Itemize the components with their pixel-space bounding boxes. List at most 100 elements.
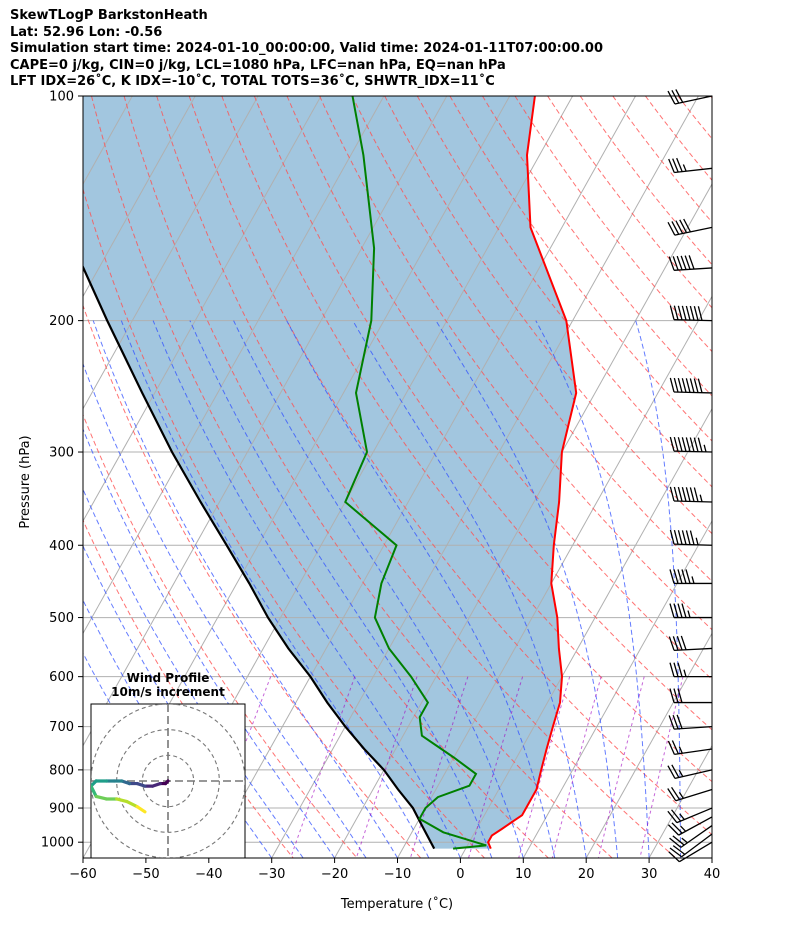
mixing-ratio-line: [290, 676, 356, 858]
dry-adiabat: [612, 96, 712, 223]
barb-half-feather: [683, 669, 687, 677]
barb-feather: [693, 487, 699, 502]
wind-barb: [668, 635, 713, 651]
y-tick-label: 200: [49, 314, 74, 329]
moist-adiabat: [92, 320, 398, 858]
barb-feather: [685, 378, 691, 393]
inset-subtitle: 10m/s increment: [111, 685, 225, 699]
barb-feather: [671, 221, 680, 235]
barb-feather: [681, 569, 687, 584]
barb-half-feather: [678, 791, 684, 799]
barb-feather: [671, 809, 682, 822]
barb-feather: [681, 603, 687, 618]
barb-feather: [677, 662, 683, 677]
barb-feather: [693, 306, 699, 321]
wind-barb: [667, 764, 713, 780]
barb-half-feather: [681, 837, 688, 844]
barb-feather: [668, 158, 675, 173]
wind-barb: [668, 255, 713, 271]
wind-barb: [669, 603, 712, 619]
barb-feather: [671, 740, 679, 755]
barb-feather: [667, 221, 676, 236]
barb-feather: [668, 851, 680, 863]
dry-adiabat: [91, 96, 549, 858]
barb-feather: [667, 90, 676, 105]
barb-feather: [672, 636, 679, 651]
barb-shaft: [681, 833, 713, 858]
barb-feather: [669, 377, 675, 393]
barb-feather: [669, 436, 675, 452]
dry-adiabat: [83, 187, 485, 858]
barb-feather: [671, 764, 680, 778]
barb-feather: [684, 255, 691, 270]
moist-adiabat: [83, 362, 367, 858]
axes: −60 −50 −40 −30 −20 −10 0 10 20 30 40 100 200 300 400 5…: [41, 90, 720, 883]
barb-feather: [669, 688, 675, 703]
y-tick-label: 400: [49, 539, 74, 554]
barb-shaft: [674, 267, 713, 271]
moist-adiabat: [286, 320, 556, 858]
barb-feather: [677, 603, 683, 618]
hodograph-segment: [91, 784, 98, 799]
barb-feather: [685, 305, 691, 321]
barb-feather: [669, 569, 675, 584]
barb-feather: [677, 530, 683, 545]
y-tick-label: 700: [49, 720, 74, 735]
moist-adiabat: [83, 427, 336, 858]
barb-feather: [677, 688, 683, 703]
isotherm--30: [271, 96, 699, 858]
barb-shaft: [673, 500, 713, 503]
barb-feather: [669, 603, 675, 618]
stability-indices-2: LFT IDX=26˚C, K IDX=-10˚C, TOTAL TOTS=36…: [10, 74, 495, 89]
isotherm-0: [459, 407, 712, 858]
stability-indices-1: CAPE=0 j/kg, CIN=0 j/kg, LCL=1080 hPa, L…: [10, 57, 506, 73]
barb-shaft: [676, 807, 713, 824]
wind-barb: [669, 486, 713, 503]
barb-feather: [668, 636, 675, 651]
barb-feather: [677, 305, 683, 321]
barb-shaft: [673, 391, 713, 394]
chart-title-block: SkewTLogP BarkstonHeath Lat: 52.96 Lon: …: [10, 8, 603, 91]
wind-barb: [668, 841, 713, 863]
x-tick-label: −40: [195, 867, 222, 882]
barb-feather: [680, 635, 687, 650]
dry-adiabat: [286, 96, 712, 680]
mixing-ratio-line: [551, 676, 602, 858]
barb-shaft: [680, 825, 713, 848]
simulation-times: Simulation start time: 2024-01-10_00:00:…: [10, 41, 603, 56]
isotherm-40: [711, 856, 712, 858]
wind-barb: [669, 662, 712, 678]
barb-feather: [688, 255, 695, 270]
barb-feather: [673, 436, 679, 452]
barb-feather: [689, 305, 695, 321]
barb-shaft: [674, 167, 713, 174]
barb-feather: [667, 824, 680, 836]
isotherm--130: [0, 96, 69, 858]
wind-barb: [667, 786, 713, 802]
barb-feather: [673, 688, 679, 703]
dry-adiabat: [351, 96, 712, 582]
x-tick-label: 10: [515, 867, 532, 882]
barb-feather: [677, 377, 683, 393]
moist-adiabat: [352, 320, 587, 858]
barb-feather: [669, 486, 675, 502]
inset-clip-group: [91, 704, 245, 858]
barb-shaft: [674, 226, 713, 236]
barb-feather: [673, 662, 679, 677]
moist-adiabat: [233, 320, 524, 858]
wind-barb: [667, 740, 713, 755]
dry-adiabat: [188, 96, 712, 836]
barb-half-feather: [703, 444, 707, 453]
barb-feather: [681, 305, 687, 321]
wind-barb: [669, 529, 713, 546]
barb-feather: [689, 530, 695, 545]
barb-feather: [689, 378, 695, 393]
x-tick-label: 0: [456, 867, 464, 882]
y-tick-label: 100: [49, 90, 74, 105]
barb-shaft: [674, 748, 713, 755]
isotherm-10: [522, 520, 712, 858]
dry-adiabat: [83, 304, 422, 858]
dewpoint-line: [344, 96, 487, 850]
barb-feather: [667, 740, 675, 755]
dry-adiabat: [514, 96, 712, 353]
